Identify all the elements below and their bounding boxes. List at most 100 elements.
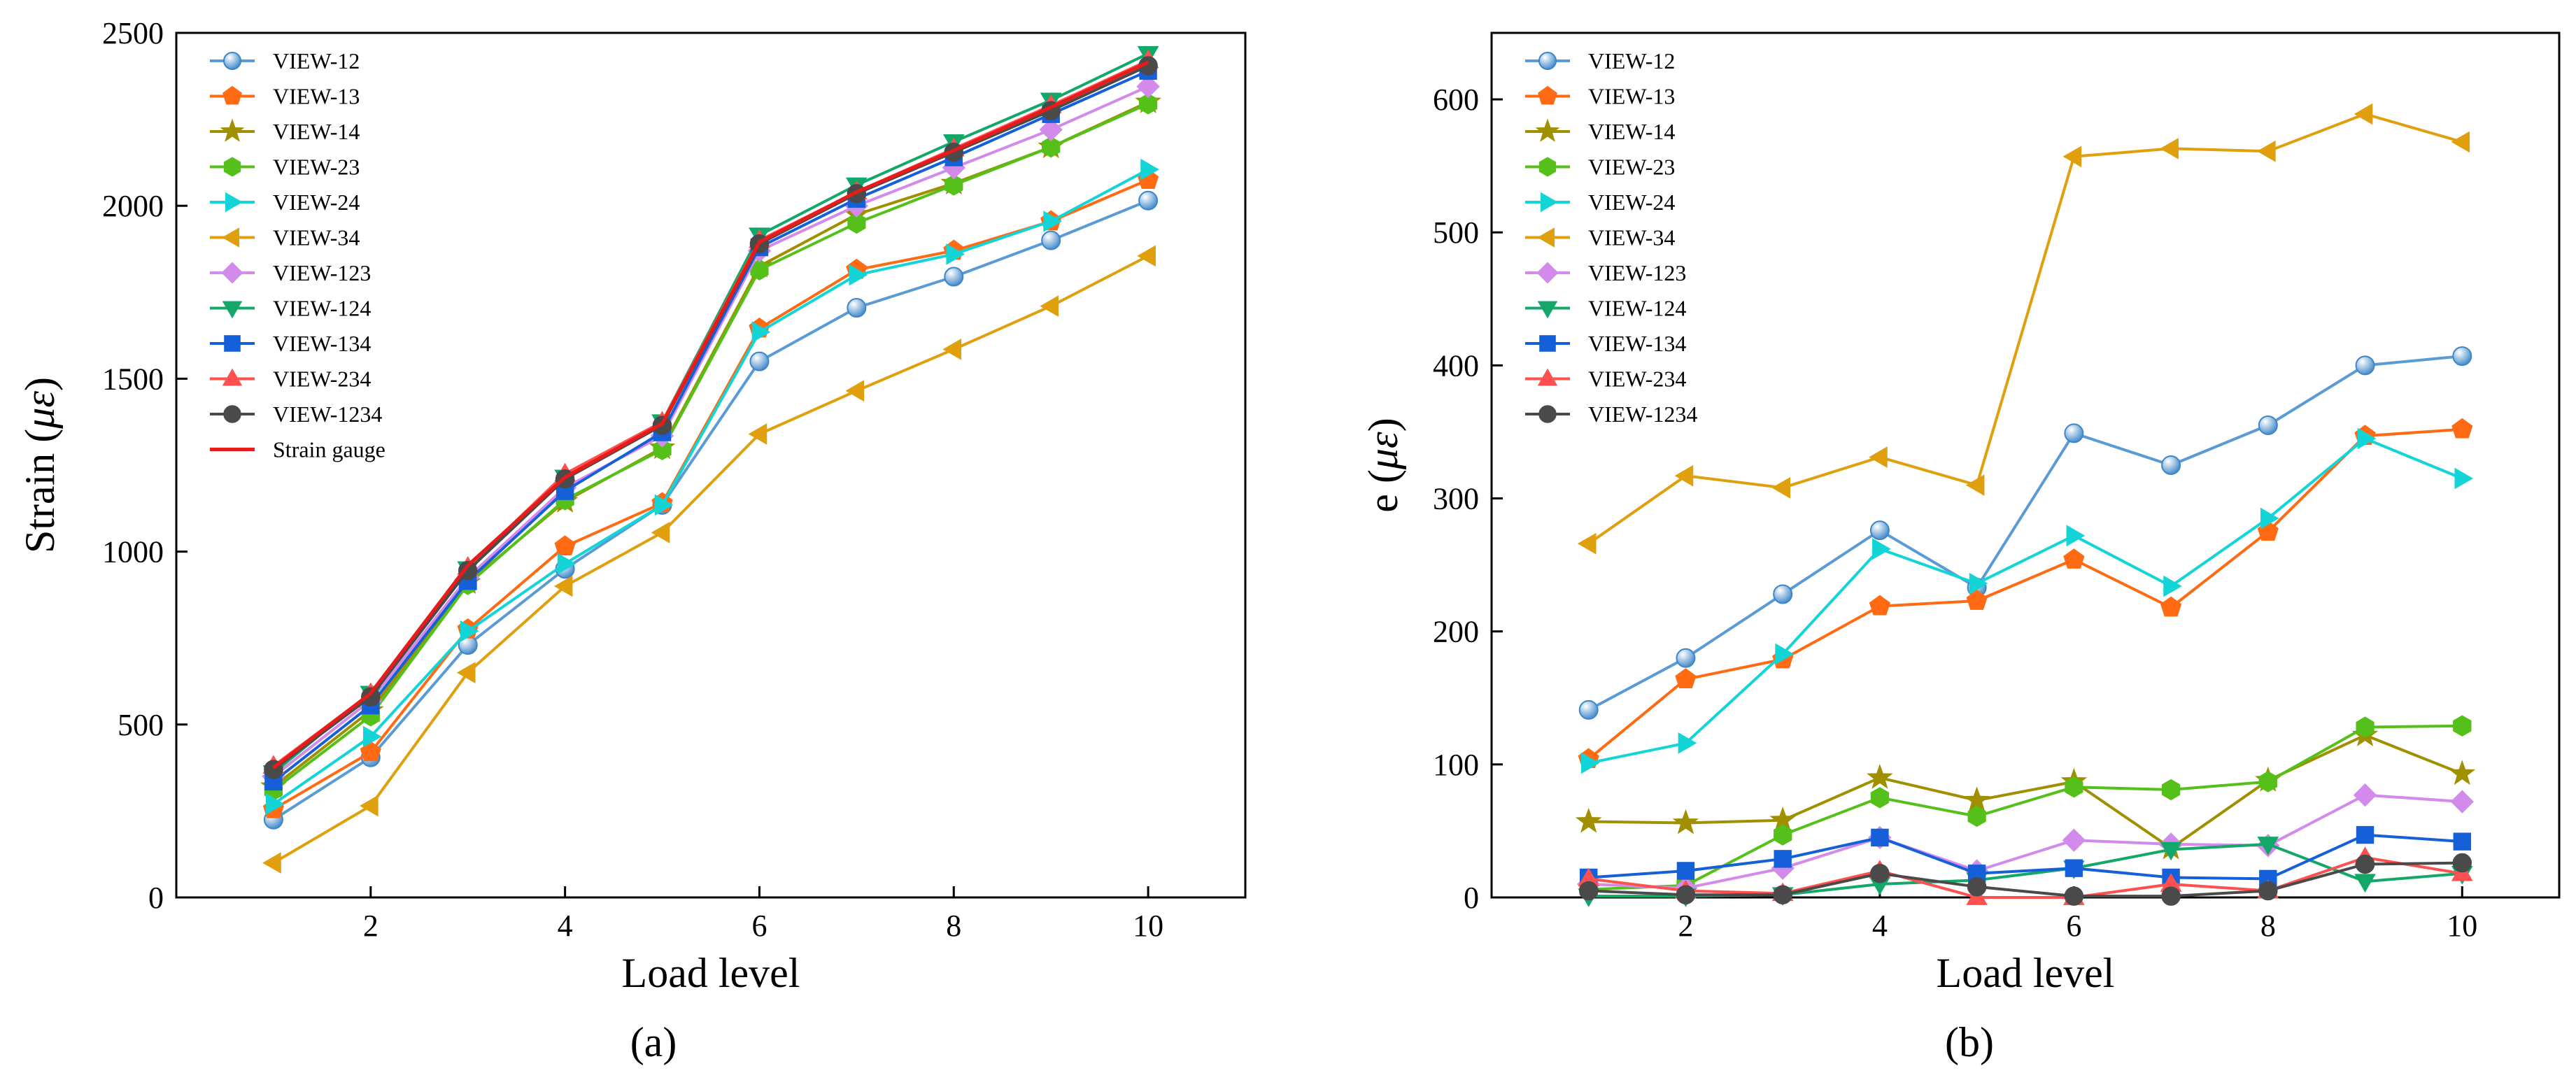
series-view-34: [262, 245, 1156, 874]
data-point: [2063, 548, 2085, 569]
data-point: [1869, 595, 1890, 616]
legend-swatch-marker: [224, 335, 241, 352]
data-point: [847, 212, 866, 234]
legend-label: VIEW-24: [273, 190, 360, 215]
data-point: [1675, 668, 1697, 688]
data-point: [2064, 886, 2084, 906]
series-view-13: [1578, 418, 2473, 769]
legend-item-view-123: VIEW-123: [210, 260, 371, 285]
data-point: [2452, 853, 2472, 873]
legend-label: VIEW-134: [1588, 331, 1686, 356]
data-point: [554, 535, 576, 556]
data-point: [2065, 776, 2083, 798]
legend-swatch-marker: [1540, 192, 1558, 213]
data-point: [456, 662, 476, 683]
x-tick-label: 2: [1678, 909, 1693, 943]
x-tick-label: 4: [1872, 909, 1888, 943]
legend-swatch-marker: [220, 118, 245, 142]
series-view-24: [266, 158, 1159, 815]
data-point: [944, 174, 963, 196]
legend-swatch-marker: [222, 85, 242, 105]
legend-swatch-marker: [1537, 227, 1555, 248]
legend-item-view-23: VIEW-23: [210, 155, 360, 180]
legend-label: VIEW-1234: [273, 402, 382, 427]
legend-item-view-1234: VIEW-1234: [1525, 402, 1697, 427]
legend-label: VIEW-14: [273, 119, 360, 144]
panel-a: 2 4 6 8 10 0 500 1000 1500 2000 2500 Load level Stra…: [17, 16, 1247, 1065]
legend-label: Strain gauge: [273, 437, 385, 462]
x-axis-label: Load level: [1937, 950, 2115, 996]
y-tick-label: 400: [1433, 348, 1479, 383]
data-point: [1676, 885, 1696, 904]
series-view-134: [264, 62, 1157, 791]
data-point: [749, 351, 770, 371]
data-point: [2354, 103, 2373, 125]
legend-item-view-23: VIEW-23: [1525, 155, 1675, 180]
x-tick-label: 8: [2260, 909, 2276, 943]
data-point: [2354, 874, 2376, 893]
data-point: [2453, 832, 2471, 851]
data-point: [1138, 93, 1158, 115]
legend-item-view-13: VIEW-13: [210, 84, 360, 109]
legend-item-view-34: VIEW-34: [1525, 225, 1675, 250]
legend-item-view-1234: VIEW-1234: [210, 402, 382, 427]
data-point: [1575, 807, 1602, 833]
legend-swatch-marker: [221, 262, 243, 284]
data-point: [653, 439, 672, 460]
x-tick-label: 10: [2447, 909, 2477, 943]
series-line: [1588, 833, 2463, 881]
legend-label: VIEW-24: [1588, 190, 1675, 215]
data-point: [1580, 752, 1600, 774]
data-point: [1867, 764, 1893, 789]
data-point: [2160, 596, 2182, 617]
series-line: [272, 255, 1149, 865]
data-point: [1871, 828, 1889, 847]
data-point: [1869, 520, 1890, 541]
series-view-14: [260, 88, 1161, 798]
legend-item-view-13: VIEW-13: [1525, 84, 1675, 109]
panel-caption: (a): [630, 1019, 677, 1065]
data-point: [1678, 732, 1697, 754]
legend-item-view-124: VIEW-124: [1525, 296, 1686, 321]
legend-item-view-34: VIEW-34: [210, 225, 360, 250]
series-line: [272, 69, 1149, 783]
series-line: [272, 85, 1149, 778]
y-tick-label: 2000: [102, 189, 164, 223]
data-point: [654, 494, 674, 516]
y-axis-label-unit: με: [1360, 432, 1406, 470]
legend-swatch-marker: [1538, 52, 1557, 70]
data-point: [2161, 886, 2181, 906]
data-point: [1774, 850, 1792, 868]
data-point: [748, 423, 767, 445]
data-point: [2356, 716, 2375, 738]
legend-item-strain-gauge: Strain gauge: [210, 437, 385, 462]
data-point: [1140, 158, 1159, 180]
y-axis-label: e (με): [1360, 418, 1406, 512]
series-line: [1587, 355, 2463, 711]
data-point: [2260, 507, 2279, 530]
data-point: [1870, 864, 1890, 883]
legend-label: VIEW-13: [273, 84, 360, 109]
data-point: [845, 380, 865, 402]
x-tick-label: 10: [1133, 909, 1163, 943]
data-point: [1577, 532, 1597, 555]
data-point: [2450, 790, 2474, 813]
legend-label: VIEW-12: [273, 48, 360, 73]
legend-item-view-12: VIEW-12: [210, 48, 360, 73]
y-axis-label-close: ): [17, 377, 63, 391]
legend-swatch-marker: [222, 227, 240, 248]
y-tick-label: 500: [118, 708, 164, 742]
series-strain-gauge: [272, 60, 1149, 769]
data-point: [1676, 862, 1695, 880]
data-point: [1872, 538, 1891, 560]
data-point: [2064, 423, 2084, 443]
data-point: [1774, 824, 1792, 846]
y-tick-label: 300: [1433, 482, 1479, 516]
legend-swatch-marker: [225, 192, 243, 213]
data-point: [849, 264, 868, 286]
data-point: [2066, 525, 2086, 547]
data-point: [2452, 346, 2472, 367]
data-point: [1969, 572, 1988, 595]
legend-label: VIEW-123: [273, 260, 371, 285]
